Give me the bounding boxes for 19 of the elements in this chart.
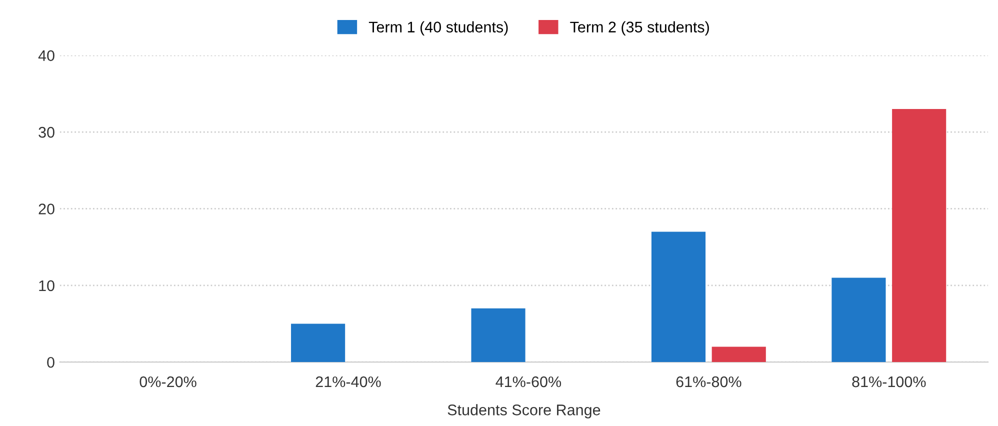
x-tick-label: 21%-40% (316, 376, 381, 388)
x-tick-label: 0%-20% (140, 376, 196, 388)
bar (892, 109, 946, 362)
y-tick-label: 20 (38, 204, 54, 214)
y-tick-label: 40 (38, 50, 54, 62)
x-tick-label: 81%-100% (852, 376, 926, 388)
x-tick-label: 61%-80% (676, 376, 742, 388)
x-tick-label: 41%-60% (496, 376, 562, 388)
bar (291, 324, 346, 362)
legend-label: Term 1 (40 students) (368, 21, 508, 36)
y-tick-label: 0 (47, 356, 54, 368)
y-tick-label: 10 (39, 280, 54, 292)
y-tick-label: 30 (38, 126, 54, 138)
legend-label: Term 2 (35 students) (570, 21, 709, 36)
bar (712, 346, 766, 362)
bar (832, 278, 886, 362)
bar (651, 232, 706, 362)
bar (471, 308, 526, 362)
x-axis-title: Students Score Range (448, 404, 600, 418)
